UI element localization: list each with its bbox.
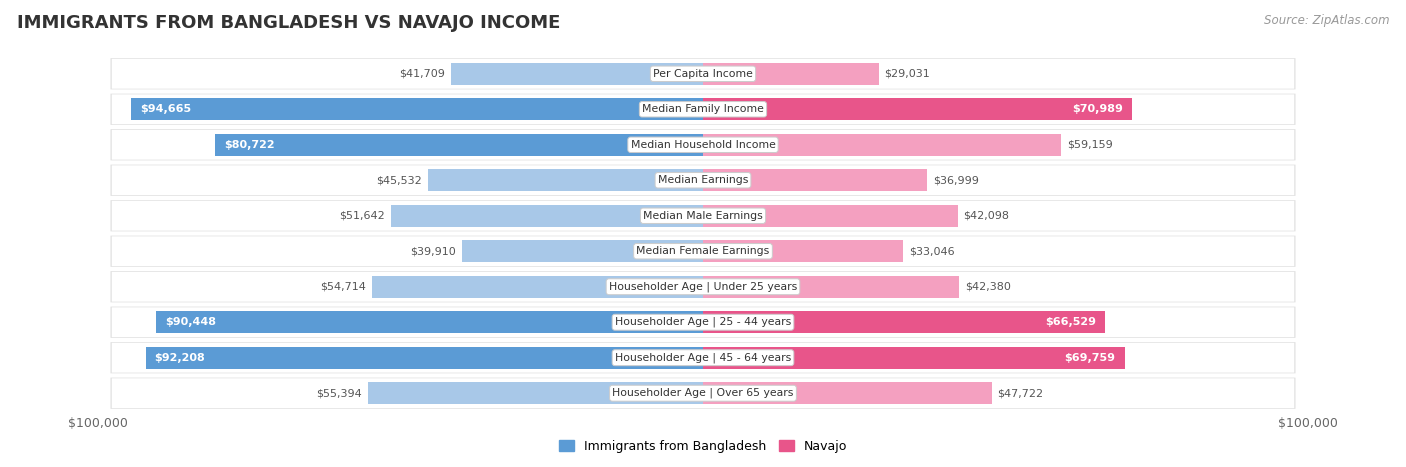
Text: IMMIGRANTS FROM BANGLADESH VS NAVAJO INCOME: IMMIGRANTS FROM BANGLADESH VS NAVAJO INC… [17,14,560,32]
FancyBboxPatch shape [111,59,1295,89]
FancyBboxPatch shape [111,378,1295,409]
Text: $36,999: $36,999 [932,175,979,185]
Bar [703,240,903,262]
Bar [451,63,703,85]
Text: $94,665: $94,665 [139,104,191,114]
FancyBboxPatch shape [111,58,1295,89]
Text: $80,722: $80,722 [224,140,274,150]
Text: $51,642: $51,642 [339,211,385,221]
Bar [427,169,703,191]
FancyBboxPatch shape [111,94,1295,124]
Text: Householder Age | Under 25 years: Householder Age | Under 25 years [609,282,797,292]
Bar [703,382,991,404]
FancyBboxPatch shape [111,236,1295,267]
FancyBboxPatch shape [111,343,1295,373]
Text: $92,208: $92,208 [155,353,205,363]
Bar [368,382,703,404]
Bar [703,311,1105,333]
Text: Median Female Earnings: Median Female Earnings [637,246,769,256]
Bar [703,169,927,191]
Text: $55,394: $55,394 [316,388,363,398]
FancyBboxPatch shape [111,272,1295,302]
Text: Source: ZipAtlas.com: Source: ZipAtlas.com [1264,14,1389,27]
FancyBboxPatch shape [111,165,1295,195]
Bar [703,347,1125,369]
Bar [461,240,703,262]
Bar [373,276,703,298]
Text: $54,714: $54,714 [321,282,366,292]
Text: Median Male Earnings: Median Male Earnings [643,211,763,221]
Bar [215,134,703,156]
Bar [146,347,703,369]
Bar [703,276,959,298]
Text: Householder Age | 25 - 44 years: Householder Age | 25 - 44 years [614,317,792,327]
FancyBboxPatch shape [111,378,1295,408]
FancyBboxPatch shape [111,271,1295,302]
Text: Median Family Income: Median Family Income [643,104,763,114]
Text: $70,989: $70,989 [1073,104,1123,114]
Text: Median Household Income: Median Household Income [630,140,776,150]
FancyBboxPatch shape [111,307,1295,338]
Bar [391,205,703,227]
FancyBboxPatch shape [111,200,1295,231]
Text: $66,529: $66,529 [1045,317,1097,327]
Bar [703,63,879,85]
Legend: Immigrants from Bangladesh, Navajo: Immigrants from Bangladesh, Navajo [554,435,852,458]
Text: $47,722: $47,722 [998,388,1043,398]
FancyBboxPatch shape [111,342,1295,373]
Bar [156,311,703,333]
FancyBboxPatch shape [111,130,1295,160]
Text: $41,709: $41,709 [399,69,444,79]
Text: $59,159: $59,159 [1067,140,1112,150]
Text: Householder Age | Over 65 years: Householder Age | Over 65 years [612,388,794,398]
Bar [703,205,957,227]
FancyBboxPatch shape [111,236,1295,266]
Text: Median Earnings: Median Earnings [658,175,748,185]
Text: Per Capita Income: Per Capita Income [652,69,754,79]
Bar [703,98,1132,120]
Text: Householder Age | 45 - 64 years: Householder Age | 45 - 64 years [614,353,792,363]
Text: $90,448: $90,448 [166,317,217,327]
Text: $29,031: $29,031 [884,69,931,79]
Text: $42,380: $42,380 [966,282,1011,292]
Text: $33,046: $33,046 [908,246,955,256]
Bar [703,134,1060,156]
Text: $69,759: $69,759 [1064,353,1116,363]
FancyBboxPatch shape [111,94,1295,125]
Bar [131,98,703,120]
FancyBboxPatch shape [111,129,1295,160]
Text: $39,910: $39,910 [411,246,456,256]
Text: $45,532: $45,532 [375,175,422,185]
FancyBboxPatch shape [111,165,1295,196]
Text: $42,098: $42,098 [963,211,1010,221]
FancyBboxPatch shape [111,201,1295,231]
FancyBboxPatch shape [111,307,1295,337]
